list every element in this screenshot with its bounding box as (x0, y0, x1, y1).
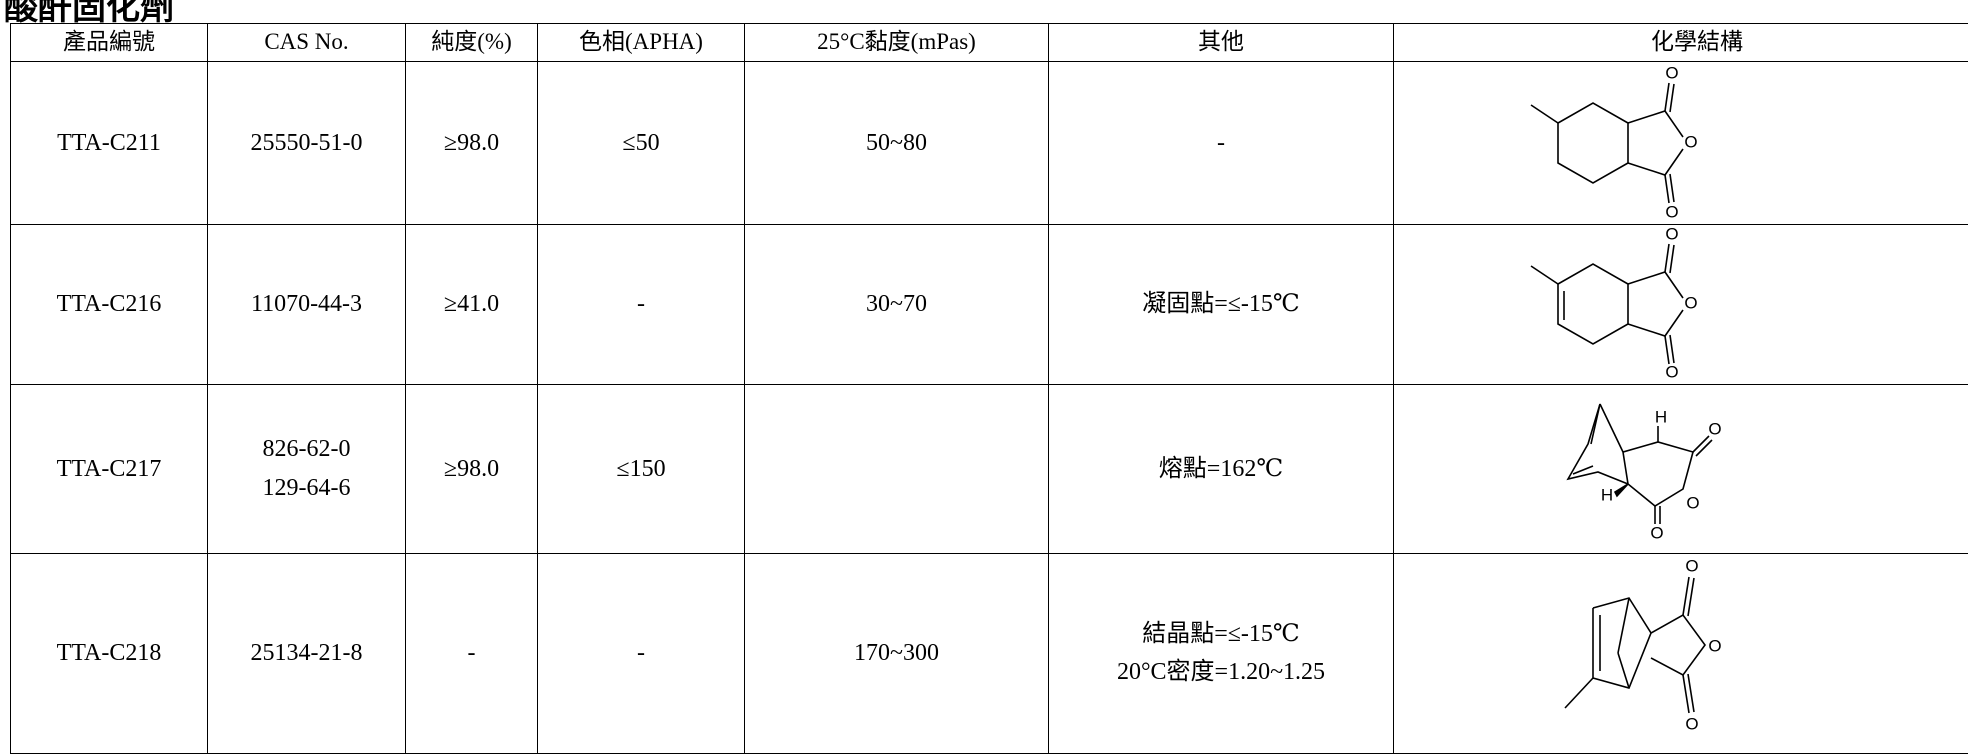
table-cell: 凝固點=≤-15℃ (1049, 224, 1394, 384)
cell-text: 凝固點=≤-15℃ (1142, 291, 1300, 317)
cell-text: ≥41.0 (444, 291, 499, 317)
table-cell: TTA-C216 (11, 224, 208, 384)
table-cell: 50~80 (745, 61, 1049, 224)
cell-text: TTA-C216 (57, 291, 162, 317)
cell-text: 826-62-0 (263, 436, 351, 462)
atom-label: O (1684, 132, 1697, 151)
table-cell: 25550-51-0 (208, 61, 406, 224)
structure: O O O (1393, 553, 1968, 741)
column-header: 其他 (1049, 24, 1394, 62)
table-cell: 826-62-0 129-64-6 (208, 384, 406, 553)
cell-text: 25134-21-8 (251, 640, 363, 666)
atom-label: O (1665, 362, 1678, 381)
cell-text: - (637, 291, 645, 317)
structure: O O O (1393, 61, 1968, 223)
table-cell: 11070-44-3 (208, 224, 406, 384)
table-cell: - (538, 553, 745, 753)
table-cell: - (1049, 61, 1394, 224)
atom-label: O (1684, 293, 1697, 312)
table-cell: 25134-21-8 (208, 553, 406, 753)
column-header: 色相(APHA) (538, 24, 745, 62)
atom-label: O (1708, 636, 1721, 655)
atom-label: O (1685, 556, 1698, 575)
atom-label: O (1685, 714, 1698, 733)
cell-text: 25550-51-0 (251, 130, 363, 156)
cell-text: TTA-C211 (57, 130, 161, 156)
cell-text: - (637, 640, 645, 666)
table-cell: ≥41.0 (406, 224, 538, 384)
cell-text: 50~80 (866, 130, 927, 156)
table-cell: 30~70 (745, 224, 1049, 384)
cell-text: ≥98.0 (444, 130, 499, 156)
structure: O O O (1393, 224, 1968, 382)
atom-label: H (1601, 485, 1613, 504)
cell-text: 11070-44-3 (251, 291, 362, 317)
cell-text: 170~300 (854, 640, 939, 666)
table-cell: 熔點=162℃ (1049, 384, 1394, 553)
cell-text: TTA-C217 (57, 456, 162, 482)
cell-text: 結晶點=≤-15℃ (1142, 621, 1300, 647)
table-cell: 結晶點=≤-15℃ 20°C密度=1.20~1.25 (1049, 553, 1394, 753)
cell-text: 129-64-6 (263, 475, 351, 501)
table-cell: TTA-C218 (11, 553, 208, 753)
cell-text: TTA-C218 (57, 640, 162, 666)
atom-label: O (1686, 493, 1699, 512)
cell-text: ≤50 (622, 130, 659, 156)
atom-label: O (1665, 224, 1678, 243)
cell-text: ≥98.0 (444, 456, 499, 482)
table-cell: 170~300 (745, 553, 1049, 753)
column-header: 純度(%) (406, 24, 538, 62)
table-cell: - (538, 224, 745, 384)
atom-label: H (1655, 407, 1667, 426)
table-cell (745, 384, 1049, 553)
table-cell: ≥98.0 (406, 61, 538, 224)
atom-label: O (1665, 202, 1678, 221)
table-cell: - (406, 553, 538, 753)
cell-text: 30~70 (866, 291, 927, 317)
atom-label: O (1708, 419, 1721, 438)
column-header: 產品編號 (11, 24, 208, 62)
atom-label: O (1650, 523, 1663, 542)
column-header: 25°C黏度(mPas) (745, 24, 1049, 62)
cell-text: - (1217, 130, 1225, 156)
table-cell: TTA-C211 (11, 61, 208, 224)
column-header: CAS No. (208, 24, 406, 62)
structure: H O O H O (1393, 384, 1968, 551)
table-cell: ≥98.0 (406, 384, 538, 553)
cell-text: ≤150 (616, 456, 665, 482)
cell-text: 熔點=162℃ (1159, 456, 1283, 482)
cell-text: - (468, 640, 476, 666)
table-cell: ≤50 (538, 61, 745, 224)
table-cell: ≤150 (538, 384, 745, 553)
atom-label: O (1665, 63, 1678, 82)
column-header: 化學結構 (1394, 24, 1968, 62)
table-cell: TTA-C217 (11, 384, 208, 553)
cell-text: 20°C密度=1.20~1.25 (1117, 659, 1325, 685)
